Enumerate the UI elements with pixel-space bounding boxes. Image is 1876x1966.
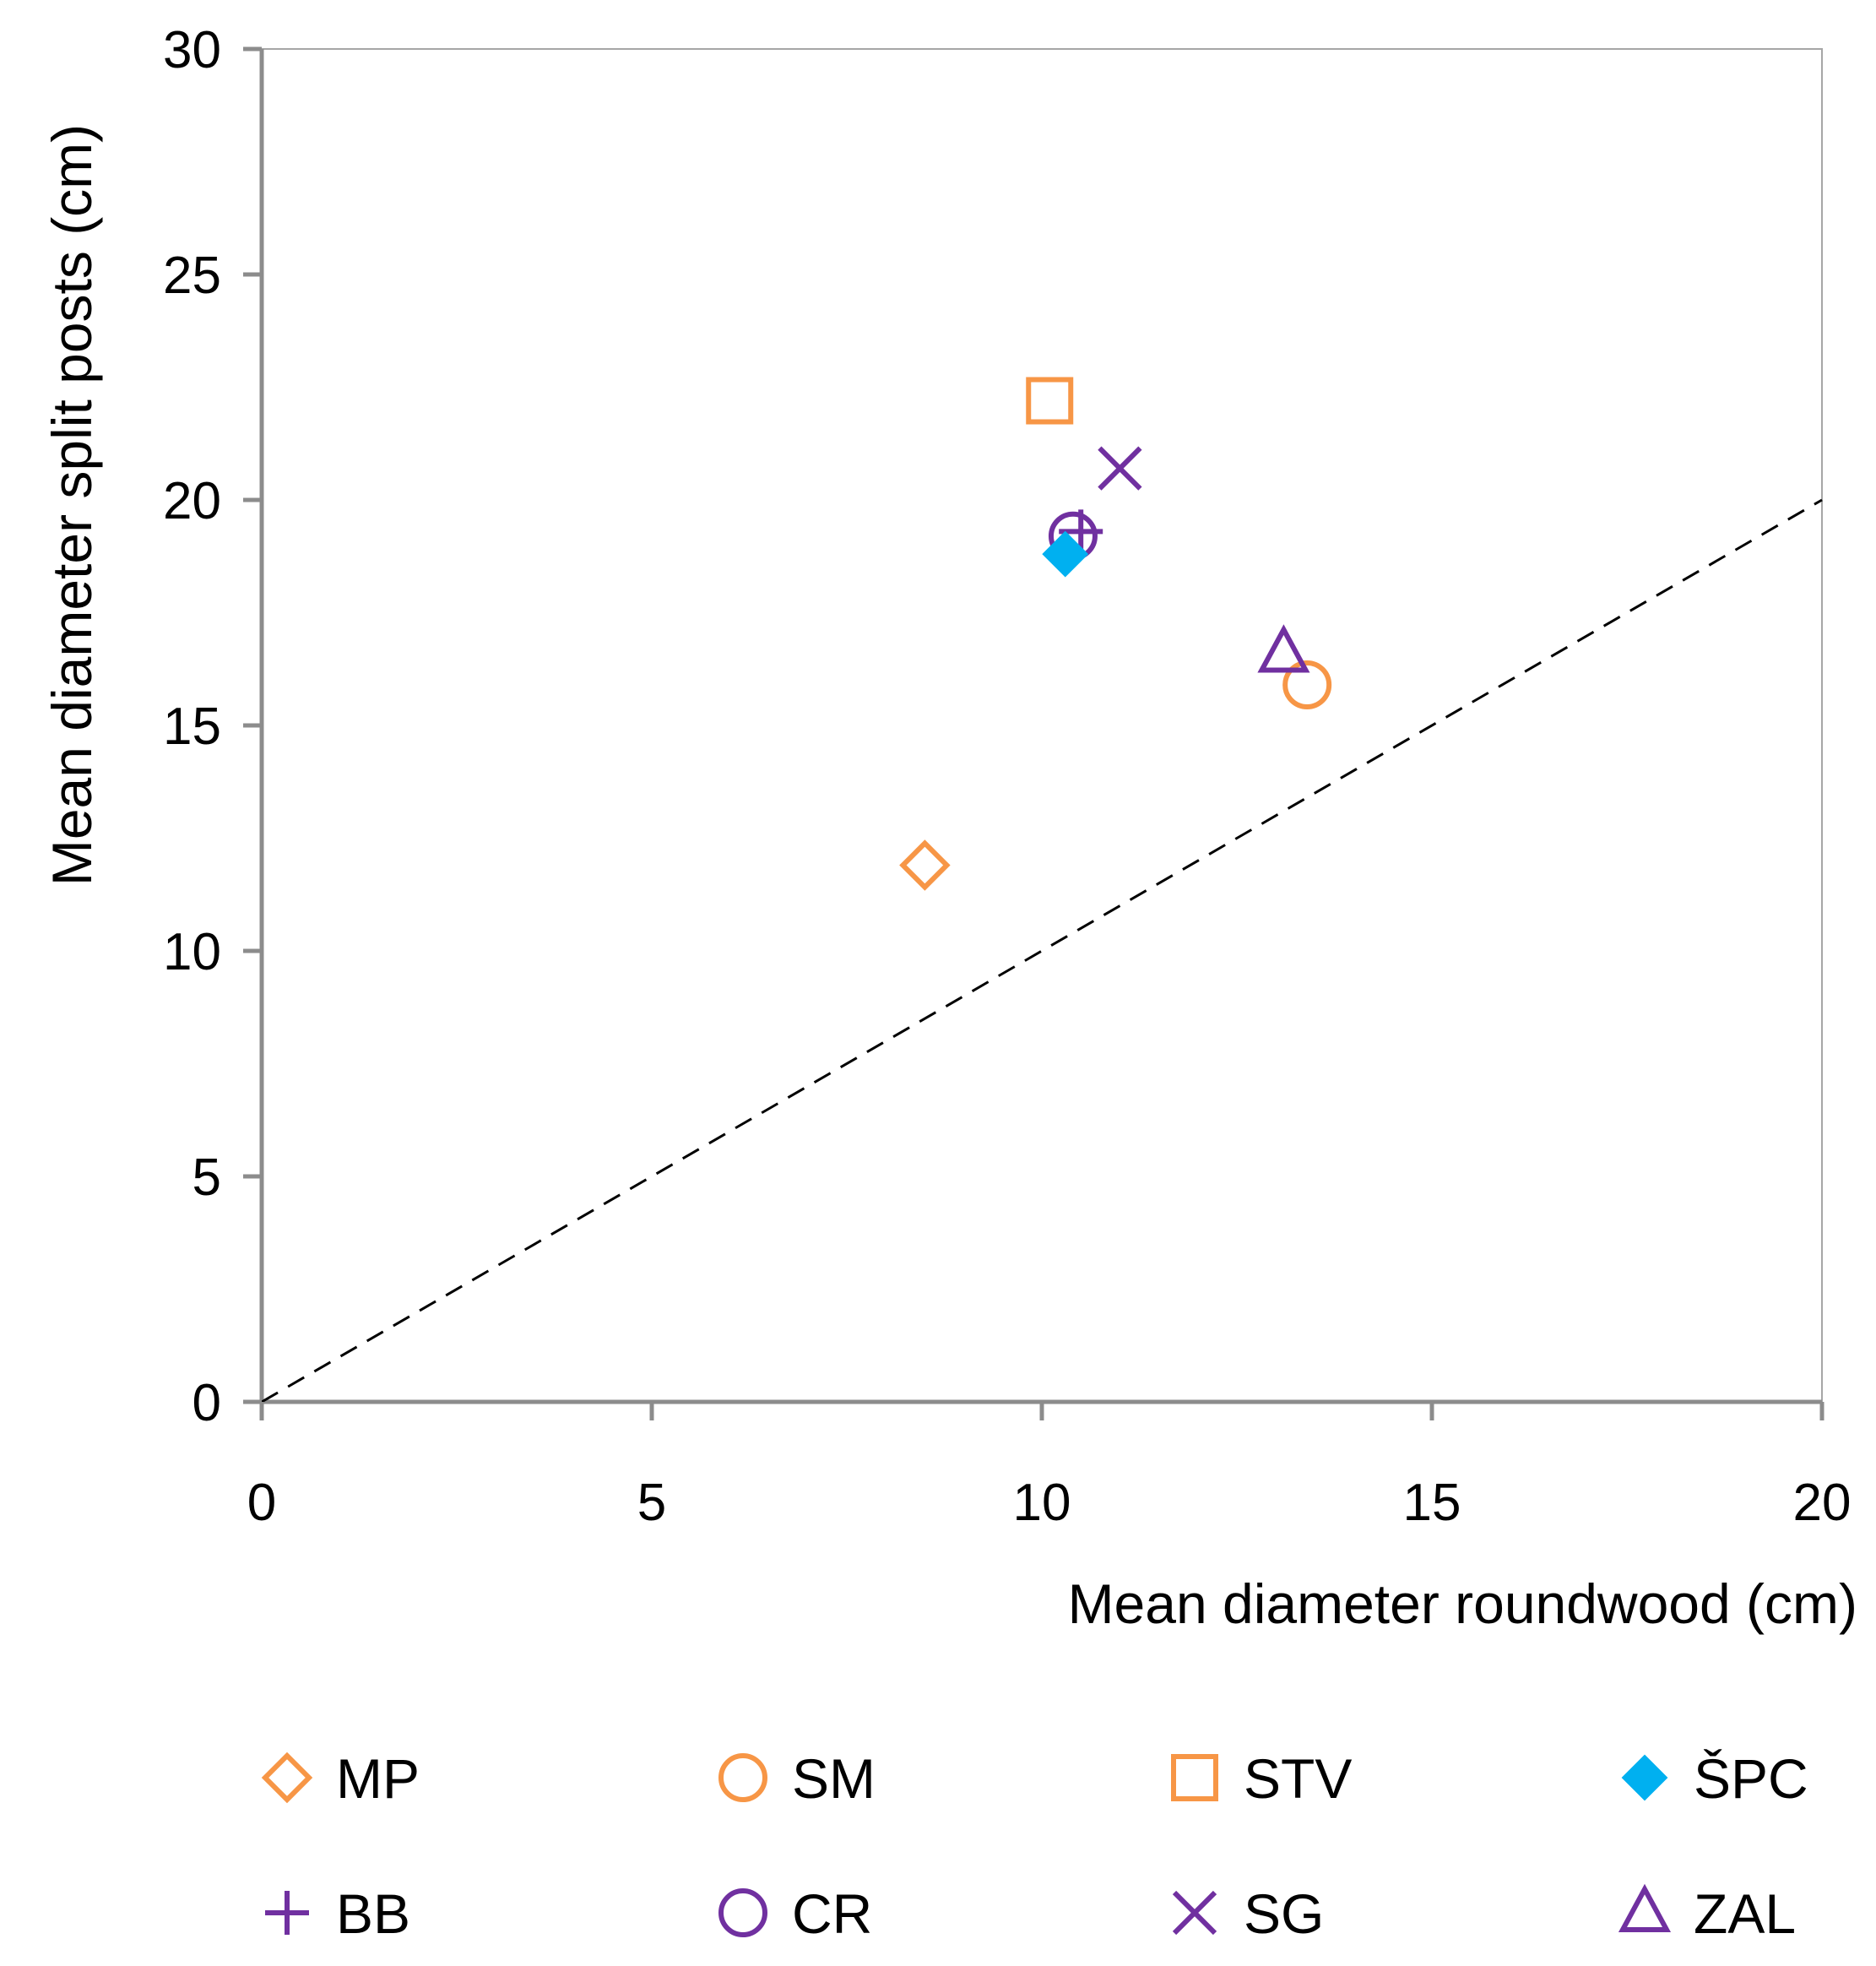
legend-marker [1618, 1883, 1672, 1932]
x-tick-label: 5 [637, 1474, 666, 1532]
legend-marker [261, 1751, 313, 1804]
legend-marker [718, 1888, 767, 1937]
data-point-stv [1026, 377, 1074, 425]
y-tick-label: 20 [163, 472, 221, 530]
legend-label: MP [336, 1747, 420, 1810]
y-tick-label: 15 [163, 698, 221, 756]
legend-label: CR [792, 1882, 872, 1945]
y-axis-title: Mean diameter split posts (cm) [41, 124, 103, 886]
y-tick-label: 25 [163, 247, 221, 305]
reference-line-layer [261, 498, 1823, 1404]
y-tick-label: 5 [192, 1149, 221, 1207]
y-tick-label: 30 [163, 21, 221, 79]
data-point-sm [1282, 660, 1332, 709]
legend-label: SM [792, 1747, 876, 1810]
legend-item: SM [718, 1747, 876, 1810]
legend-item: ŠPC [1621, 1747, 1808, 1810]
legend-item: ZAL [1618, 1882, 1796, 1945]
legend-marker [1171, 1754, 1218, 1801]
legend-label: BB [336, 1882, 410, 1945]
data-point-sg [1098, 446, 1142, 491]
legend-marker [718, 1753, 767, 1802]
legend-marker [1172, 1890, 1217, 1936]
data-point-mp [899, 839, 951, 891]
legend-item: BB [265, 1882, 410, 1945]
y-axis-ticks: 0 5 10 15 20 25 30 [163, 21, 262, 1432]
legend-item: MP [261, 1747, 420, 1810]
legend-marker [265, 1891, 309, 1935]
plot-frame [259, 48, 1823, 1404]
x-tick-label: 20 [1793, 1474, 1852, 1532]
y-tick-label: 0 [192, 1374, 221, 1432]
x-axis-title: Mean diameter roundwood (cm) [1068, 1572, 1857, 1635]
x-axis-ticks: 0 5 10 15 20 [247, 1402, 1852, 1532]
plot-border [261, 48, 1823, 1403]
legend-marker [1621, 1754, 1668, 1801]
reference-line [261, 498, 1823, 1404]
x-tick-label: 10 [1013, 1474, 1071, 1532]
data-points [899, 377, 1332, 891]
y-tick-label: 10 [163, 923, 221, 981]
data-point-špc [1042, 530, 1089, 578]
legend-item: CR [718, 1882, 872, 1945]
legend-label: ZAL [1694, 1882, 1796, 1945]
data-point-bb [1059, 509, 1103, 554]
legend-item: STV [1171, 1747, 1352, 1810]
data-point-zal [1257, 624, 1310, 673]
x-tick-label: 0 [247, 1474, 276, 1532]
legend: MP SM STV ŠPC BB CR SG ZAL [261, 1747, 1808, 1945]
legend-label: ŠPC [1694, 1747, 1808, 1810]
legend-item: SG [1172, 1882, 1324, 1945]
legend-label: STV [1244, 1747, 1352, 1810]
legend-label: SG [1244, 1882, 1324, 1945]
x-tick-label: 15 [1403, 1474, 1461, 1532]
